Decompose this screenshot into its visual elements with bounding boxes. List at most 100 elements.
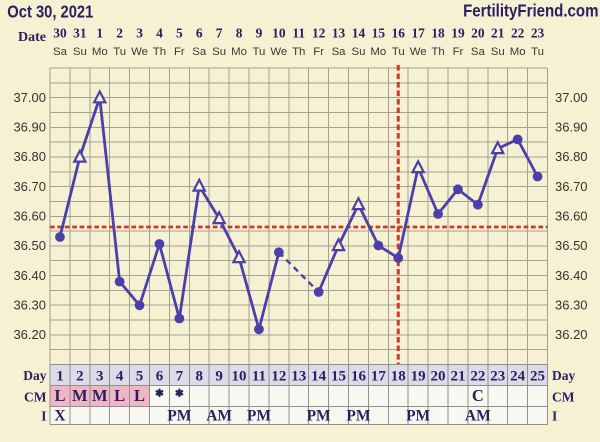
svg-text:Mo: Mo xyxy=(510,46,526,58)
svg-text:7: 7 xyxy=(216,26,223,41)
svg-text:Mo: Mo xyxy=(370,46,386,58)
svg-text:Day: Day xyxy=(552,368,575,383)
svg-text:12: 12 xyxy=(312,26,326,41)
svg-text:8: 8 xyxy=(236,26,243,41)
svg-text:We: We xyxy=(410,46,427,58)
svg-text:Sa: Sa xyxy=(192,46,207,58)
svg-text:17: 17 xyxy=(411,26,425,41)
svg-text:Th: Th xyxy=(153,46,166,58)
svg-text:We: We xyxy=(270,46,287,58)
svg-text:4: 4 xyxy=(156,26,163,41)
svg-text:2: 2 xyxy=(76,369,84,385)
svg-text:8: 8 xyxy=(196,369,204,385)
svg-text:AM: AM xyxy=(465,408,491,425)
svg-text:6: 6 xyxy=(156,369,164,385)
svg-text:36.30: 36.30 xyxy=(555,297,588,312)
svg-text:5: 5 xyxy=(136,369,144,385)
svg-text:L: L xyxy=(134,386,145,405)
svg-text:L: L xyxy=(114,386,125,405)
svg-text:PM: PM xyxy=(346,408,370,425)
svg-text:Oct 30, 2021: Oct 30, 2021 xyxy=(7,2,93,22)
svg-text:22: 22 xyxy=(511,26,525,41)
svg-text:10: 10 xyxy=(232,369,247,385)
svg-text:17: 17 xyxy=(371,369,387,385)
svg-text:Tu: Tu xyxy=(253,46,266,58)
svg-text:Sa: Sa xyxy=(53,46,68,58)
svg-text:AM: AM xyxy=(206,408,232,425)
svg-text:Su: Su xyxy=(491,46,505,58)
svg-text:7: 7 xyxy=(176,369,184,385)
svg-text:L: L xyxy=(54,386,65,405)
svg-text:PM: PM xyxy=(167,408,191,425)
svg-text:19: 19 xyxy=(451,26,465,41)
svg-text:5: 5 xyxy=(176,26,183,41)
svg-text:PM: PM xyxy=(247,408,271,425)
svg-text:6: 6 xyxy=(196,26,203,41)
svg-text:CM: CM xyxy=(24,390,47,405)
svg-text:Tu: Tu xyxy=(392,46,405,58)
svg-text:Day: Day xyxy=(23,368,46,383)
svg-text:M: M xyxy=(72,386,88,405)
svg-text:20: 20 xyxy=(471,26,485,41)
svg-text:I: I xyxy=(552,409,557,424)
svg-text:25: 25 xyxy=(530,369,545,385)
svg-text:CM: CM xyxy=(552,390,575,405)
svg-text:36.20: 36.20 xyxy=(13,327,46,342)
svg-text:Tu: Tu xyxy=(113,46,126,58)
svg-text:21: 21 xyxy=(491,26,504,41)
svg-text:3: 3 xyxy=(96,369,104,385)
svg-text:36.50: 36.50 xyxy=(13,238,46,253)
svg-text:13: 13 xyxy=(332,26,346,41)
svg-text:M: M xyxy=(92,386,108,405)
svg-text:9: 9 xyxy=(215,369,223,385)
svg-text:36.60: 36.60 xyxy=(555,208,588,223)
svg-text:36.20: 36.20 xyxy=(555,327,588,342)
svg-text:Mo: Mo xyxy=(231,46,247,58)
svg-text:20: 20 xyxy=(431,369,446,385)
svg-text:Date: Date xyxy=(18,30,46,45)
svg-text:10: 10 xyxy=(272,26,286,41)
svg-text:Fr: Fr xyxy=(174,46,185,58)
svg-text:36.50: 36.50 xyxy=(555,238,588,253)
svg-text:PM: PM xyxy=(307,408,331,425)
svg-text:23: 23 xyxy=(531,26,545,41)
svg-text:3: 3 xyxy=(136,26,143,41)
svg-text:11: 11 xyxy=(292,26,305,41)
svg-text:Sa: Sa xyxy=(332,46,347,58)
svg-text:12: 12 xyxy=(271,369,286,385)
svg-text:Tu: Tu xyxy=(531,46,544,58)
svg-text:1: 1 xyxy=(96,26,103,41)
svg-text:36.90: 36.90 xyxy=(13,120,46,135)
svg-text:16: 16 xyxy=(392,26,406,41)
svg-text:37.00: 37.00 xyxy=(555,90,588,105)
svg-text:19: 19 xyxy=(411,369,426,385)
svg-text:36.80: 36.80 xyxy=(555,149,588,164)
svg-text:Su: Su xyxy=(73,46,87,58)
svg-text:Su: Su xyxy=(212,46,226,58)
svg-text:15: 15 xyxy=(331,369,346,385)
svg-text:36.40: 36.40 xyxy=(555,268,588,283)
svg-text:Fr: Fr xyxy=(313,46,324,58)
svg-text:36.30: 36.30 xyxy=(13,297,46,312)
svg-text:We: We xyxy=(131,46,148,58)
svg-text:X: X xyxy=(54,408,66,425)
svg-text:14: 14 xyxy=(311,369,327,385)
svg-text:36.70: 36.70 xyxy=(555,179,588,194)
svg-text:30: 30 xyxy=(53,26,67,41)
svg-text:16: 16 xyxy=(351,369,367,385)
svg-text:21: 21 xyxy=(450,369,465,385)
svg-text:18: 18 xyxy=(431,26,445,41)
svg-text:4: 4 xyxy=(116,369,124,385)
svg-text:36.80: 36.80 xyxy=(13,149,46,164)
svg-text:37.00: 37.00 xyxy=(13,90,46,105)
svg-text:Sa: Sa xyxy=(471,46,486,58)
svg-text:11: 11 xyxy=(252,369,266,385)
svg-text:FertilityFriend.com: FertilityFriend.com xyxy=(463,1,598,20)
svg-text:Th: Th xyxy=(292,46,305,58)
svg-text:36.90: 36.90 xyxy=(555,120,588,135)
svg-text:1: 1 xyxy=(56,369,64,385)
svg-text:24: 24 xyxy=(510,369,526,385)
svg-text:I: I xyxy=(41,409,46,424)
svg-text:22: 22 xyxy=(470,369,485,385)
svg-text:Fr: Fr xyxy=(453,46,464,58)
